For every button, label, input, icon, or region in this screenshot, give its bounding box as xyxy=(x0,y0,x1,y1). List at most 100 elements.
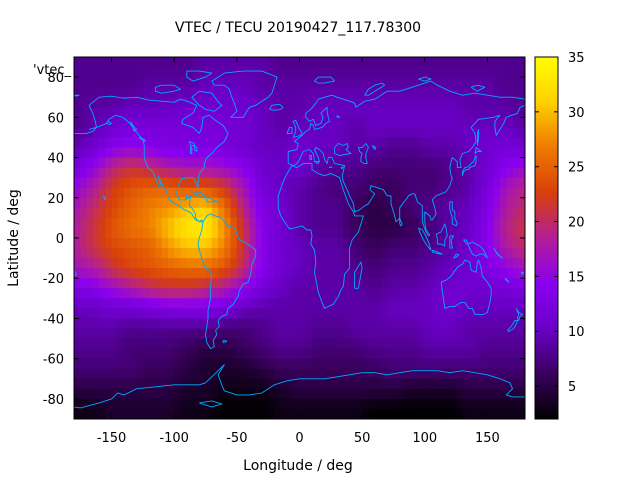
heatmap-cell xyxy=(261,107,269,118)
heatmap-cell xyxy=(318,167,326,179)
heatmap-cell xyxy=(368,207,376,219)
heatmap-cell xyxy=(312,248,319,259)
heatmap-cell xyxy=(487,107,495,118)
heatmap-cell xyxy=(74,147,81,159)
heatmap-cell xyxy=(431,167,438,179)
heatmap-cell xyxy=(474,258,482,269)
heatmap-cell xyxy=(506,67,514,78)
heatmap-cell xyxy=(174,147,182,159)
heatmap-cell xyxy=(136,378,144,390)
heatmap-cell xyxy=(431,238,438,249)
heatmap-cell xyxy=(111,308,119,320)
heatmap-cell xyxy=(431,107,438,118)
heatmap-cell xyxy=(186,368,194,380)
heatmap-cell xyxy=(374,408,382,419)
heatmap-cell xyxy=(255,378,263,390)
heatmap-cell xyxy=(111,288,119,299)
heatmap-cell xyxy=(167,137,175,149)
heatmap-cell xyxy=(274,368,282,380)
heatmap-cell xyxy=(449,107,457,118)
heatmap-cell xyxy=(74,378,81,390)
heatmap-cell xyxy=(293,268,301,279)
heatmap-cell xyxy=(506,167,514,179)
heatmap-cell xyxy=(218,87,225,98)
heatmap-cell xyxy=(180,278,188,289)
heatmap-cell xyxy=(92,117,100,128)
heatmap-cell xyxy=(211,87,219,98)
heatmap-cell xyxy=(431,187,438,199)
heatmap-cell xyxy=(193,107,200,118)
heatmap-cell xyxy=(405,167,413,179)
heatmap-cell xyxy=(80,328,88,340)
heatmap-cell xyxy=(393,238,401,249)
coastline xyxy=(287,80,525,237)
heatmap-cell xyxy=(161,207,169,219)
heatmap-cell xyxy=(431,137,438,149)
heatmap-cell xyxy=(412,248,420,259)
heatmap-cell xyxy=(437,177,445,189)
heatmap-cell xyxy=(224,87,232,98)
heatmap-cell xyxy=(312,177,319,189)
heatmap-cell xyxy=(337,288,344,299)
heatmap-cell xyxy=(268,227,276,239)
heatmap-cell xyxy=(368,147,376,159)
heatmap-cell xyxy=(130,97,138,108)
heatmap-cell xyxy=(324,248,332,259)
heatmap-cell xyxy=(355,77,363,88)
heatmap-cell xyxy=(380,278,388,289)
heatmap-cell xyxy=(343,107,351,118)
heatmap-cell xyxy=(86,157,94,169)
heatmap-cell xyxy=(286,137,294,149)
heatmap-cell xyxy=(481,127,489,139)
heatmap-cell xyxy=(99,187,106,199)
y-tick-label: 80 xyxy=(47,71,64,86)
heatmap-cell xyxy=(462,187,470,199)
heatmap-cell xyxy=(468,298,476,309)
heatmap-cell xyxy=(199,318,207,330)
heatmap-cell xyxy=(318,318,326,330)
heatmap-cell xyxy=(374,298,382,309)
heatmap-cell xyxy=(305,107,313,118)
heatmap-cell xyxy=(337,308,344,320)
heatmap-cell xyxy=(218,217,225,229)
heatmap-cell xyxy=(518,288,525,299)
heatmap-cell xyxy=(255,107,263,118)
heatmap-cell xyxy=(199,67,207,78)
heatmap-cell xyxy=(130,348,138,360)
heatmap-cell xyxy=(293,278,301,289)
heatmap-cell xyxy=(324,318,332,330)
heatmap-cell xyxy=(324,197,332,209)
heatmap-cell xyxy=(443,117,451,128)
heatmap-cell xyxy=(186,288,194,299)
heatmap-cell xyxy=(449,298,457,309)
heatmap-cell xyxy=(286,318,294,330)
heatmap-cell xyxy=(405,217,413,229)
heatmap-cell xyxy=(305,318,313,330)
heatmap-cell xyxy=(186,278,194,289)
heatmap-cell xyxy=(355,177,363,189)
heatmap-cell xyxy=(224,298,232,309)
heatmap-cell xyxy=(105,217,113,229)
heatmap-cell xyxy=(124,77,131,88)
heatmap-cell xyxy=(456,338,463,350)
heatmap-cell xyxy=(349,217,357,229)
heatmap-cell xyxy=(92,207,100,219)
heatmap-cell xyxy=(80,398,88,410)
heatmap-cell xyxy=(174,67,182,78)
heatmap-cell xyxy=(161,388,169,400)
heatmap-cell xyxy=(481,177,489,189)
heatmap-cell xyxy=(324,378,332,390)
heatmap-cell xyxy=(286,378,294,390)
heatmap-cell xyxy=(142,318,150,330)
heatmap-cell xyxy=(393,308,401,320)
heatmap-cell xyxy=(255,338,263,350)
heatmap-cell xyxy=(286,127,294,139)
heatmap-cell xyxy=(318,117,326,128)
heatmap-cell xyxy=(86,147,94,159)
heatmap-cell xyxy=(349,378,357,390)
heatmap-cell xyxy=(405,197,413,209)
heatmap-cell xyxy=(124,338,131,350)
heatmap-cell xyxy=(518,378,525,390)
heatmap-cell xyxy=(431,197,438,209)
heatmap-cell xyxy=(349,77,357,88)
